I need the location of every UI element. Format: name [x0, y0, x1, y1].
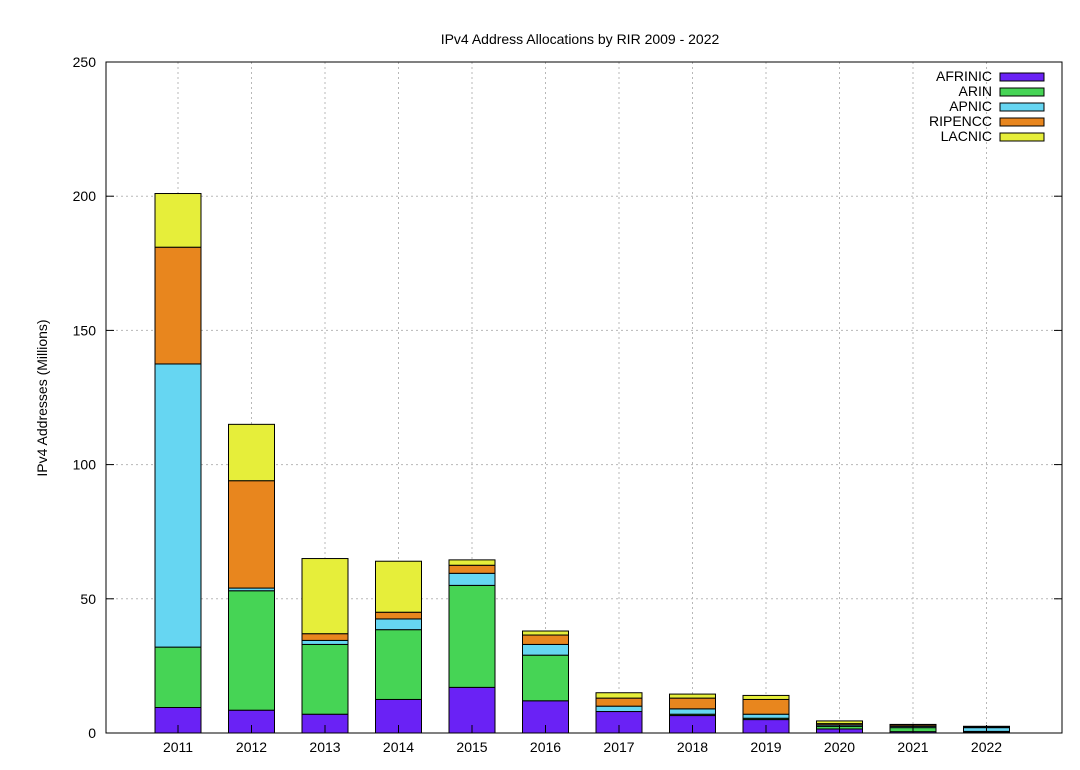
- bar-segment-apnic-2011: [154, 363, 202, 648]
- x-tick-label: 2022: [971, 739, 1002, 755]
- y-axis-label: IPv4 Addresses (Millions): [34, 319, 50, 476]
- bar-segment-arin-2011: [154, 646, 202, 709]
- legend-label-arin: ARIN: [959, 83, 992, 99]
- x-tick-label: 2020: [824, 739, 855, 755]
- bar-segment-ripencc-2017: [595, 697, 643, 707]
- bar-segment-ripencc-2012: [228, 480, 275, 589]
- bar-segment-apnic-2016: [522, 643, 569, 656]
- bar-segment-arin-2013: [301, 643, 349, 715]
- legend-label-lacnic: LACNIC: [941, 128, 992, 144]
- y-tick-label: 250: [73, 54, 97, 70]
- bar-segment-lacnic-2019: [742, 694, 790, 700]
- bar-segment-lacnic-2013: [301, 558, 349, 635]
- bar-segment-lacnic-2011: [154, 193, 202, 248]
- legend-swatch-afrinic: [999, 72, 1045, 82]
- bar-segment-arin-2016: [522, 654, 569, 702]
- bar-segment-ripencc-2013: [301, 633, 349, 641]
- chart-title: IPv4 Address Allocations by RIR 2009 - 2…: [441, 31, 720, 47]
- bar-segment-arin-2014: [375, 629, 422, 700]
- x-tick-label: 2013: [309, 739, 340, 755]
- y-tick-label: 150: [73, 322, 97, 338]
- plot-frame: [105, 61, 1063, 734]
- bar-segment-arin-2015: [448, 584, 496, 688]
- bar-segment-ripencc-2016: [522, 634, 569, 645]
- bar-segment-ripencc-2015: [448, 564, 496, 574]
- bar-segment-apnic-2018: [669, 708, 716, 715]
- bar-segment-arin-2012: [228, 590, 275, 711]
- bar-segment-ripencc-2014: [375, 611, 422, 620]
- x-tick-label: 2018: [677, 739, 708, 755]
- legend-label-afrinic: AFRINIC: [936, 68, 992, 84]
- x-tick-label: 2017: [603, 739, 634, 755]
- bar-segment-lacnic-2020: [816, 720, 863, 725]
- bar-segment-apnic-2015: [448, 572, 496, 586]
- legend-swatch-apnic: [999, 102, 1045, 112]
- bar-segment-apnic-2017: [595, 705, 643, 713]
- y-tick-label: 0: [88, 725, 96, 741]
- bar-segment-apnic-2013: [301, 639, 349, 645]
- y-tick-label: 50: [80, 591, 96, 607]
- bar-segment-lacnic-2014: [375, 560, 422, 613]
- bar-segment-apnic-2014: [375, 618, 422, 631]
- bar-segment-lacnic-2016: [522, 630, 569, 636]
- bar-segment-afrinic-2016: [522, 700, 569, 734]
- x-tick-label: 2014: [383, 739, 414, 755]
- bar-segment-lacnic-2021: [889, 723, 937, 726]
- bar-segment-lacnic-2015: [448, 559, 496, 566]
- x-tick-label: 2019: [750, 739, 781, 755]
- bar-segment-ripencc-2018: [669, 697, 716, 710]
- bar-segment-lacnic-2018: [669, 693, 716, 699]
- x-tick-label: 2012: [236, 739, 267, 755]
- legend-swatch-lacnic: [999, 132, 1045, 142]
- legend-swatch-arin: [999, 87, 1045, 97]
- bar-segment-lacnic-2017: [595, 692, 643, 699]
- ticks-layer: 0 50 100 150 200 250 2011 2012 2013 2014 2015 2016 2…: [73, 54, 1062, 755]
- grid-layer: [106, 62, 1062, 733]
- bar-segment-apnic-2019: [742, 713, 790, 719]
- y-tick-label: 100: [73, 457, 97, 473]
- x-tick-label: 2011: [163, 739, 193, 755]
- bars-layer: [154, 193, 1010, 734]
- legend-label-apnic: APNIC: [949, 98, 992, 114]
- bar-segment-ripencc-2011: [154, 246, 202, 365]
- legend-label-ripencc: RIPENCC: [929, 113, 992, 129]
- bar-segment-lacnic-2012: [228, 423, 275, 482]
- x-tick-label: 2016: [530, 739, 561, 755]
- y-tick-label: 200: [73, 188, 97, 204]
- x-tick-label: 2015: [456, 739, 487, 755]
- bar-segment-ripencc-2019: [742, 698, 790, 715]
- legend-swatch-ripencc: [999, 117, 1045, 127]
- x-tick-label: 2021: [897, 739, 928, 755]
